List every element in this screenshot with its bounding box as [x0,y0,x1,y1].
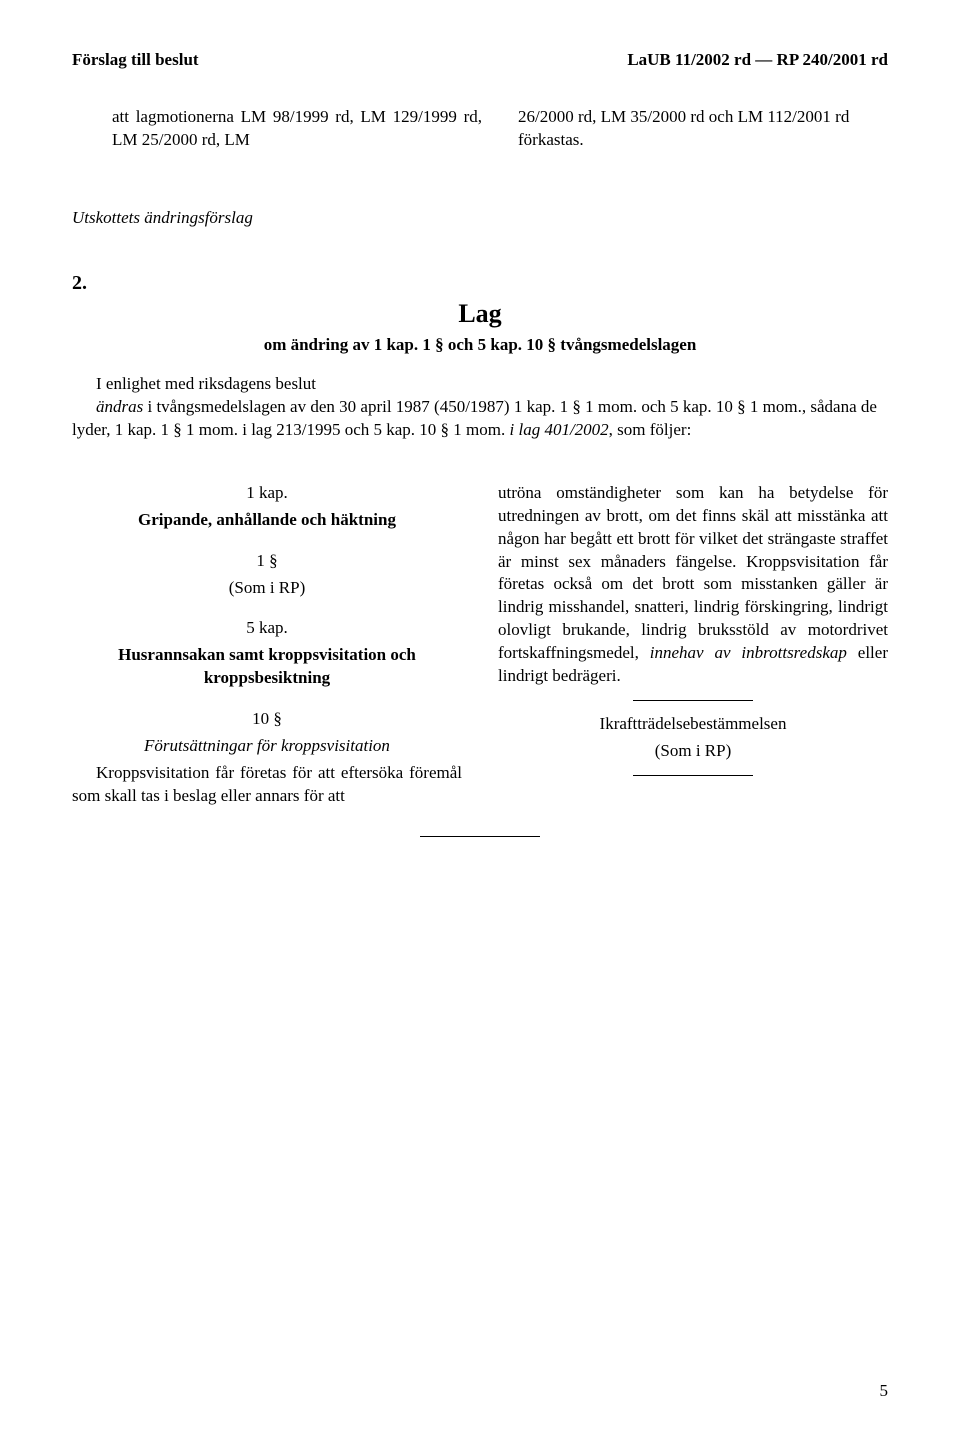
section-subhead: Utskottets ändringsförslag [72,208,888,228]
preamble-rest: i tvångsmedelslagen av den 30 april 1987… [72,397,877,439]
preamble-after: , som följer: [609,420,692,439]
right-body-em: innehav av inbrottsredskap [650,643,847,662]
intro-right: 26/2000 rd, LM 35/2000 rd och LM 112/200… [518,106,888,152]
left-column: 1 kap. Gripande, anhållande och häktning… [72,482,462,808]
page-number: 5 [880,1381,889,1401]
divider-rule-2 [633,775,753,776]
law-title: Lag [72,299,888,329]
preamble-line1: I enlighet med riksdagens beslut [72,373,888,396]
right-column: utröna omständigheter som kan ha betydel… [498,482,888,808]
preamble-em1: ändras [96,397,143,416]
preamble-em2: i lag 401/2002 [510,420,609,439]
ikraft-som: (Som i RP) [498,740,888,763]
left-body: Kroppsvisitation får företas för att eft… [72,762,462,808]
divider-rule-1 [633,700,753,701]
sec1-som: (Som i RP) [72,577,462,600]
preamble-line2: ändras i tvångsmedelslagen av den 30 apr… [72,396,888,442]
intro-left: att lagmotionerna LM 98/1999 rd, LM 129/… [112,106,482,152]
kap5-label: 5 kap. [72,617,462,640]
page-header: Förslag till beslut LaUB 11/2002 rd — RP… [72,50,888,70]
kap1-label: 1 kap. [72,482,462,505]
law-subtitle: om ändring av 1 kap. 1 § och 5 kap. 10 §… [72,335,888,355]
preamble: I enlighet med riksdagens beslut ändras … [72,373,888,442]
kap5-title: Husrannsakan samt kroppsvisitation och k… [72,644,462,690]
kap1-title: Gripande, anhållande och häktning [72,509,462,532]
ikraft-label: Ikraftträdelsebestämmelsen [498,713,888,736]
sec10-label: 10 § [72,708,462,731]
header-right: LaUB 11/2002 rd — RP 240/2001 rd [627,50,888,70]
intro-block: att lagmotionerna LM 98/1999 rd, LM 129/… [112,106,888,152]
sec1-label: 1 § [72,550,462,573]
right-body: utröna omständigheter som kan ha betydel… [498,482,888,688]
two-columns: 1 kap. Gripande, anhållande och häktning… [72,482,888,808]
law-number: 2. [72,272,888,295]
page: Förslag till beslut LaUB 11/2002 rd — RP… [0,0,960,1429]
divider-rule-bottom [420,836,540,837]
right-body-pre: utröna omständigheter som kan ha betydel… [498,483,888,663]
header-left: Förslag till beslut [72,50,199,70]
sec10-title: Förutsättningar för kroppsvisitation [72,735,462,758]
